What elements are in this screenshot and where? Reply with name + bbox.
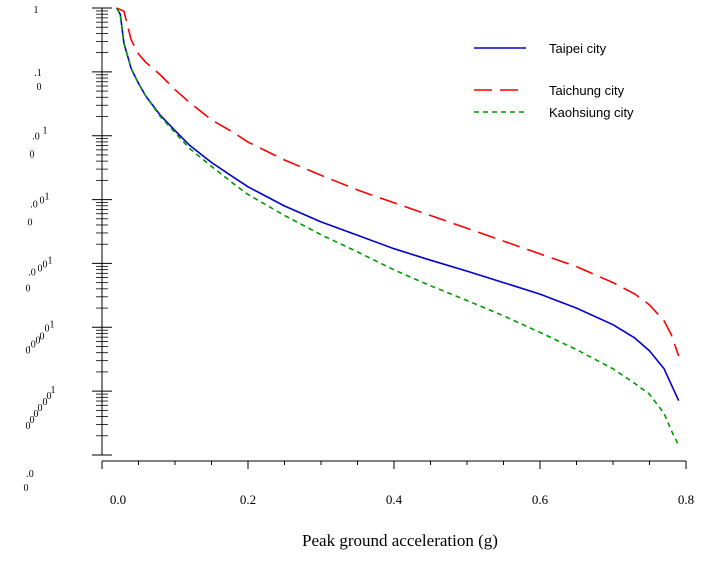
y-tick-label-part: 0: [28, 218, 33, 229]
y-tick-label-part: .0: [30, 200, 38, 211]
legend-label: Taipei city: [549, 41, 607, 56]
y-tick-label-part: 0: [30, 415, 35, 426]
y-tick-label: 1: [34, 5, 39, 16]
y-tick-label-part: 0: [43, 397, 48, 408]
y-tick-label-part: 1: [45, 192, 50, 203]
legend: Taipei city Taichung city Kaohsiung city: [474, 41, 634, 120]
x-tick-label: 0.2: [240, 492, 256, 507]
y-tick-label-part: 0: [24, 483, 29, 494]
y-tick-label: .01 0: [30, 126, 48, 161]
y-tick-label-part: 0: [26, 345, 31, 356]
y-tick-label-part: 0: [40, 196, 45, 207]
y-tick-label-part: 0: [26, 283, 31, 294]
y-tick-label: .10: [34, 68, 42, 93]
y-tick-label-part: .0: [32, 132, 40, 143]
y-tick-label-part: 1: [43, 126, 48, 137]
y-tick-label-part: .1: [34, 68, 42, 79]
legend-label: Taichung city: [549, 83, 625, 98]
x-axis-label: Peak ground acceleration (g): [302, 531, 498, 550]
y-tick-label: .0 0 10: [28, 192, 50, 229]
y-tick-label-part: .0: [28, 267, 36, 278]
y-tick-label: .0 0 0 10: [26, 255, 53, 294]
series-line-kaohsiung-city: [115, 7, 680, 446]
y-tick-label-part: 0: [47, 391, 52, 402]
series-line-taichung-city: [116, 7, 680, 357]
y-tick-label-part: 0: [40, 331, 45, 342]
y-tick-label: 0.0 0 00 1: [26, 319, 55, 356]
series-line-taipei-city: [115, 7, 680, 402]
y-tick-label-part: .0: [28, 339, 36, 350]
y-tick-label-part: 0: [43, 259, 48, 270]
y-tick-label-part: 0: [34, 409, 39, 420]
y-tick-label-part: 0: [36, 335, 41, 346]
y-tick-label-part: 1: [51, 385, 56, 396]
y-tick-label-part: 0: [38, 403, 43, 414]
x-tick-label: 0.8: [678, 492, 694, 507]
x-tick-label: 0.6: [532, 492, 549, 507]
y-tick-label-part: 0: [26, 421, 31, 432]
y-tick-label-part: 1: [50, 319, 55, 330]
y-tick-label-part: .0: [26, 469, 34, 480]
y-tick-label-part: 0: [45, 323, 50, 334]
x-tick-label: 0.4: [386, 492, 403, 507]
y-tick-label-part: 0: [38, 263, 43, 274]
x-axis: 0.0 0.2 0.4 0.6 0.8: [101, 460, 694, 507]
y-tick-label-part: 0: [37, 82, 42, 93]
legend-label: Kaohsiung city: [549, 105, 634, 120]
series-lines: [115, 7, 680, 446]
y-tick-label: .00: [24, 469, 34, 494]
y-tick-label-part: 1: [48, 255, 53, 266]
y-tick-label-part: 1: [34, 5, 39, 16]
y-tick-label-part: 0: [30, 150, 35, 161]
x-tick-label: 0.0: [110, 492, 126, 507]
